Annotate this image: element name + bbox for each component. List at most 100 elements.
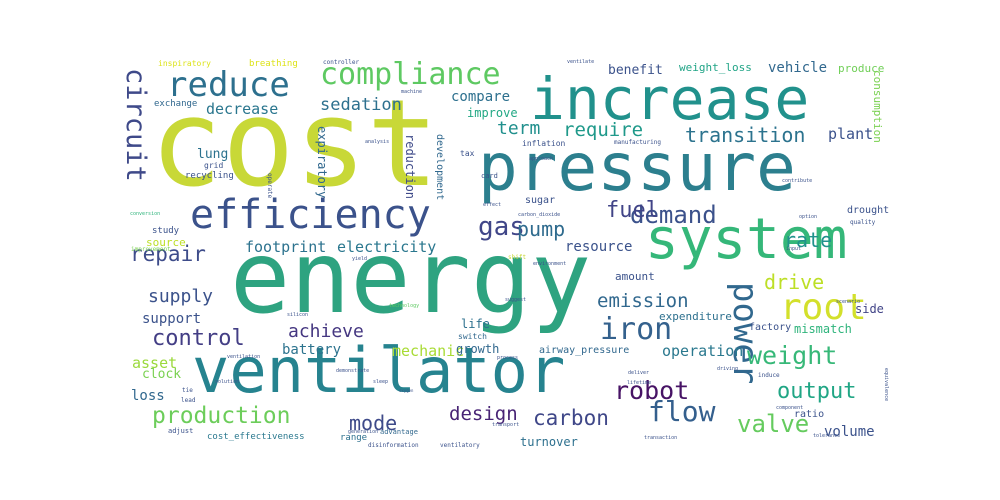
- word-component: component: [776, 405, 804, 411]
- word-consumption: consumption: [871, 70, 884, 143]
- word-inspiratory: inspiratory: [158, 59, 211, 68]
- word-achieve: achieve: [288, 321, 364, 342]
- word-input: input: [786, 246, 802, 252]
- word-driving: driving: [717, 366, 739, 372]
- word-demonstrate: demonstrate: [336, 368, 370, 374]
- word-pressure: pressure: [478, 129, 796, 206]
- word-environment: environment: [533, 261, 567, 267]
- word-card: card: [481, 172, 498, 180]
- word-term: term: [497, 118, 541, 139]
- word-ratio: ratio: [794, 409, 825, 420]
- word-carbon_dioxide: carbon_dioxide: [518, 212, 561, 218]
- word-reduction: reduction: [403, 134, 417, 200]
- word-manufacturing: manufacturing: [614, 139, 661, 146]
- word-require: require: [563, 119, 644, 141]
- word-shift: shift: [508, 254, 527, 261]
- word-mismatch: mismatch: [794, 322, 852, 336]
- word-drought: drought: [847, 205, 890, 216]
- word-tax: tax: [460, 149, 475, 158]
- word-emission: emission: [597, 290, 689, 312]
- word-approach: approach: [529, 156, 554, 162]
- word-range: range: [340, 433, 368, 443]
- word-gas: gas: [478, 212, 525, 242]
- word-lifetime: lifetime: [627, 380, 652, 386]
- word-improvement: improvement: [131, 246, 171, 253]
- word-repair: repair: [130, 242, 206, 266]
- word-tie: tie: [182, 387, 193, 394]
- word-conversion: conversion: [130, 211, 161, 217]
- word-option: option: [799, 214, 818, 220]
- word-system: system: [645, 207, 848, 272]
- word-exchange: exchange: [154, 99, 198, 109]
- word-weight: weight: [747, 341, 838, 370]
- word-transition: transition: [685, 123, 806, 147]
- word-source: source: [146, 236, 186, 249]
- word-fuel: fuel: [606, 198, 659, 223]
- word-equivalence: equivalence: [883, 368, 889, 402]
- word-amount: amount: [615, 270, 655, 283]
- word-drive: drive: [764, 270, 825, 294]
- word-design: design: [449, 403, 518, 425]
- word-inflation: inflation: [522, 139, 566, 148]
- word-generation: generation: [348, 429, 379, 435]
- word-adjust: adjust: [168, 427, 194, 435]
- word-robot: robot: [614, 376, 690, 405]
- word-factory: factory: [749, 322, 792, 333]
- word-operate: operate: [266, 173, 273, 199]
- word-supply: supply: [148, 286, 214, 307]
- word-disinformation: disinformation: [368, 442, 419, 449]
- word-silicon: silicon: [287, 312, 309, 318]
- word-growth: growth: [456, 342, 500, 356]
- word-valve: valve: [737, 410, 810, 438]
- word-power: power: [725, 282, 765, 385]
- word-support: support: [142, 311, 202, 327]
- word-volume: volume: [824, 424, 875, 440]
- word-asset: asset: [132, 354, 178, 372]
- word-controller: controller: [323, 59, 360, 66]
- word-ventilator: ventilator: [192, 334, 566, 407]
- word-cost_effectiveness: cost_effectiveness: [207, 432, 305, 442]
- word-rate: rate: [784, 228, 833, 252]
- word-process: process: [497, 355, 519, 361]
- word-cost: cost: [150, 75, 439, 214]
- word-pump: pump: [517, 217, 566, 241]
- word-lead: lead: [181, 397, 196, 404]
- word-resource: resource: [565, 239, 633, 255]
- word-footprint: footprint: [245, 238, 327, 256]
- word-circuit: circuit: [120, 68, 151, 182]
- word-grid: grid: [204, 161, 224, 170]
- word-suggest: suggest: [505, 297, 527, 303]
- word-root: root: [780, 287, 867, 328]
- word-carbon: carbon: [533, 406, 609, 430]
- word-advantage: advantage: [380, 428, 418, 436]
- word-breathing: breathing: [249, 59, 298, 69]
- word-ventilatory: ventilatory: [440, 442, 480, 449]
- word-ventilate: ventilate: [567, 59, 595, 65]
- word-benefit: benefit: [608, 63, 663, 78]
- word-deliver: deliver: [628, 370, 650, 376]
- word-compliance: compliance: [320, 57, 501, 92]
- word-life: life: [461, 317, 490, 331]
- word-lung: lung: [197, 147, 229, 162]
- word-clock: clock: [142, 367, 182, 382]
- word-expiratory: expiratory: [315, 126, 329, 199]
- word-ventilation: ventilation: [227, 354, 261, 360]
- word-transaction: transaction: [644, 435, 678, 441]
- word-development: development: [434, 134, 445, 201]
- word-iron: iron: [600, 312, 673, 347]
- word-turnover: turnover: [520, 435, 578, 449]
- word-mode: mode: [349, 411, 398, 435]
- word-sugar: sugar: [525, 195, 556, 206]
- word-airway_pressure: airway_pressure: [539, 345, 630, 356]
- word-output: output: [777, 379, 857, 404]
- word-operation: operation: [662, 342, 744, 360]
- word-technology: technology: [389, 303, 420, 309]
- word-demand: demand: [630, 201, 717, 229]
- word-increase: increase: [530, 65, 810, 133]
- word-weight_loss: weight_loss: [679, 61, 752, 74]
- word-electricity: electricity: [337, 238, 437, 256]
- word-efficiency: efficiency: [190, 192, 431, 238]
- word-switch: switch: [458, 332, 487, 341]
- word-analysis: analysis: [365, 139, 390, 145]
- word-contribute: contribute: [782, 178, 813, 184]
